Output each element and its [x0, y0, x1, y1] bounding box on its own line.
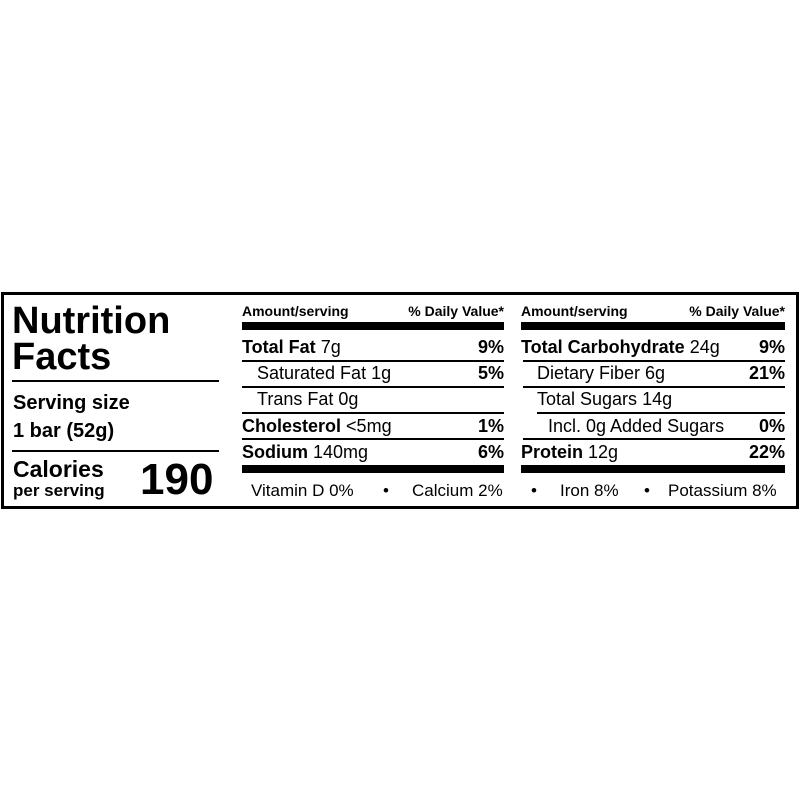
- header-amount-right: Amount/serving: [521, 303, 628, 319]
- dv-saturated-fat: 5%: [477, 363, 504, 383]
- micronutrient-iron: Iron 8%: [560, 481, 619, 500]
- divider: [523, 386, 785, 388]
- separator-dot: •: [531, 481, 537, 500]
- micronutrient-calcium: Calcium 2%: [412, 481, 503, 500]
- row-total-fat: Total Fat 7g: [242, 337, 341, 357]
- divider: [242, 386, 504, 388]
- separator-dot: •: [383, 481, 389, 500]
- dv-added-sugars: 0%: [758, 416, 785, 436]
- divider: [12, 380, 219, 382]
- title-nutrition: Nutrition: [12, 300, 171, 342]
- calories-label: Calories: [13, 456, 104, 482]
- row-total-carbohydrate: Total Carbohydrate 24g: [521, 337, 720, 357]
- separator-dot: •: [644, 481, 650, 500]
- micronutrient-potassium: Potassium 8%: [668, 481, 777, 500]
- serving-size-value: 1 bar (52g): [13, 420, 115, 442]
- header-dv: % Daily Value*: [408, 303, 504, 319]
- divider: [523, 360, 785, 362]
- dv-sodium: 6%: [477, 442, 504, 462]
- serving-size-label: Serving size: [13, 392, 130, 414]
- calories-sublabel: per serving: [13, 481, 105, 500]
- divider: [242, 438, 504, 440]
- thick-divider: [242, 465, 504, 473]
- dv-protein: 22%: [748, 442, 785, 462]
- header-amount: Amount/serving: [242, 303, 349, 319]
- nutrition-facts-panel: [1, 292, 799, 509]
- divider: [523, 438, 785, 440]
- divider: [242, 412, 504, 414]
- row-saturated-fat: Saturated Fat 1g: [257, 363, 392, 383]
- micronutrient-vitamin-d: Vitamin D 0%: [251, 481, 354, 500]
- thick-divider: [521, 322, 785, 330]
- row-dietary-fiber: Dietary Fiber 6g: [537, 363, 666, 383]
- divider: [242, 360, 504, 362]
- dv-total-fat: 9%: [477, 337, 504, 357]
- row-added-sugars: Incl. 0g Added Sugars: [548, 416, 725, 436]
- row-sodium: Sodium 140mg: [242, 442, 369, 462]
- divider: [537, 412, 785, 414]
- row-cholesterol: Cholesterol <5mg: [242, 416, 392, 436]
- dv-dietary-fiber: 21%: [748, 363, 785, 383]
- calories-value: 190: [140, 455, 214, 504]
- thick-divider: [242, 322, 504, 330]
- dv-total-carbohydrate: 9%: [758, 337, 785, 357]
- divider: [12, 450, 219, 452]
- header-dv-right: % Daily Value*: [689, 303, 785, 319]
- row-trans-fat: Trans Fat 0g: [257, 389, 359, 409]
- title-facts: Facts: [12, 336, 112, 378]
- row-total-sugars: Total Sugars 14g: [537, 389, 673, 409]
- thick-divider: [521, 465, 785, 473]
- row-protein: Protein 12g: [521, 442, 619, 462]
- dv-cholesterol: 1%: [477, 416, 504, 436]
